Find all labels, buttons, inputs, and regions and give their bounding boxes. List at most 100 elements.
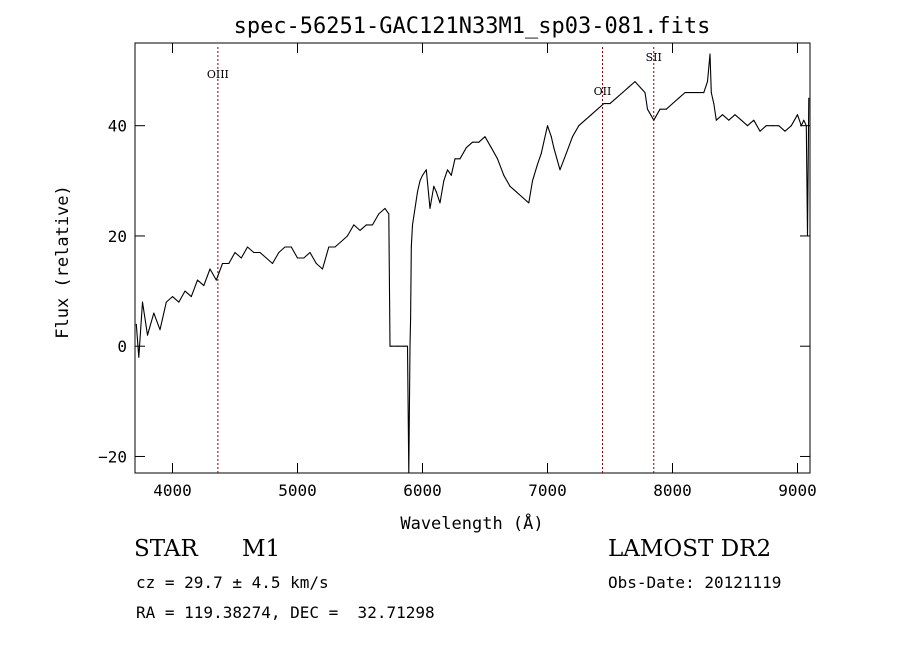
series-layer	[135, 53, 810, 474]
data-point	[297, 257, 298, 259]
data-point	[447, 169, 448, 171]
data-point	[315, 263, 317, 264]
data-point	[138, 356, 140, 358]
data-point	[484, 136, 486, 138]
data-point	[459, 158, 461, 160]
data-point	[497, 158, 498, 160]
data-point	[713, 103, 715, 105]
data-point	[328, 246, 330, 248]
data-point	[178, 301, 180, 303]
data-point	[403, 345, 405, 347]
data-point	[147, 334, 148, 336]
spectrum-series-0	[135, 53, 810, 474]
data-point	[378, 213, 380, 215]
data-point	[247, 246, 248, 248]
data-point	[439, 202, 441, 204]
data-point	[322, 268, 323, 270]
data-point	[615, 97, 617, 99]
data-point	[559, 169, 561, 171]
data-point	[390, 345, 392, 347]
x-axis-label: Wavelength (Å)	[400, 512, 543, 534]
data-point	[697, 92, 698, 94]
data-point	[284, 246, 286, 248]
y-axis-label: Flux (relative)	[53, 185, 73, 339]
y-tick-label-0: −20	[98, 447, 127, 466]
data-point	[653, 119, 655, 121]
emission-line-markers: OIII OII SII	[207, 47, 662, 473]
data-point	[807, 235, 808, 237]
data-point	[553, 147, 555, 149]
data-point	[309, 252, 311, 253]
data-point	[278, 252, 280, 253]
x-tick-label-0: 4000	[153, 481, 192, 500]
data-point	[634, 81, 636, 83]
data-point	[797, 114, 798, 116]
data-point	[728, 119, 730, 121]
data-point	[410, 246, 412, 248]
data-point	[603, 103, 605, 105]
data-point	[639, 86, 641, 88]
data-point	[803, 119, 805, 121]
data-point	[340, 241, 342, 242]
data-point	[740, 119, 742, 121]
data-point	[584, 119, 586, 121]
data-point	[715, 119, 717, 121]
data-point	[253, 252, 255, 253]
data-point	[647, 108, 648, 110]
data-point	[259, 252, 261, 253]
data-point	[409, 345, 411, 347]
data-point	[522, 196, 523, 198]
marker-label-0: OIII	[207, 68, 229, 81]
data-point	[628, 86, 630, 88]
data-point	[353, 224, 355, 226]
marker-label-2: SII	[646, 51, 662, 64]
data-point	[772, 125, 773, 127]
data-point	[215, 279, 217, 281]
data-point	[784, 130, 786, 132]
y-tick-label-1: 0	[117, 337, 127, 356]
data-point	[184, 290, 186, 292]
data-point	[478, 141, 480, 143]
data-point	[240, 257, 242, 259]
data-point	[265, 257, 267, 259]
data-point	[765, 125, 767, 127]
data-point	[429, 207, 431, 209]
data-point	[503, 174, 505, 176]
data-point	[425, 169, 427, 171]
data-point	[747, 125, 748, 127]
data-point	[684, 92, 686, 94]
data-point	[412, 224, 413, 226]
data-point	[404, 345, 406, 347]
data-point	[678, 97, 680, 99]
data-point	[172, 296, 173, 298]
data-point	[622, 92, 623, 94]
data-point	[433, 185, 435, 187]
data-point	[372, 224, 373, 226]
marker-label-1: OII	[594, 85, 612, 98]
data-point	[435, 191, 437, 193]
data-point	[578, 125, 580, 127]
data-point	[544, 136, 546, 138]
x-tick-label-5: 9000	[778, 481, 817, 500]
data-point	[690, 92, 692, 94]
data-point	[422, 174, 423, 176]
data-point	[659, 108, 661, 110]
object-class: STAR	[134, 536, 198, 562]
data-point	[800, 125, 802, 127]
data-point	[209, 268, 211, 270]
data-point	[722, 114, 723, 116]
data-point	[778, 125, 780, 127]
x-tick-label-2: 6000	[403, 481, 442, 500]
data-point	[532, 180, 533, 182]
data-point	[135, 323, 137, 325]
data-point	[515, 191, 517, 193]
data-point	[753, 119, 755, 121]
data-point	[805, 125, 807, 127]
data-point	[540, 152, 542, 154]
data-point	[190, 296, 192, 298]
data-point	[597, 108, 598, 110]
data-point	[665, 108, 667, 110]
data-point	[365, 224, 367, 226]
data-point	[414, 207, 416, 209]
